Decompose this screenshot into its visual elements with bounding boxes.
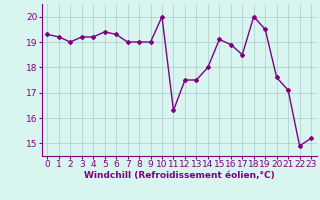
X-axis label: Windchill (Refroidissement éolien,°C): Windchill (Refroidissement éolien,°C) xyxy=(84,171,275,180)
